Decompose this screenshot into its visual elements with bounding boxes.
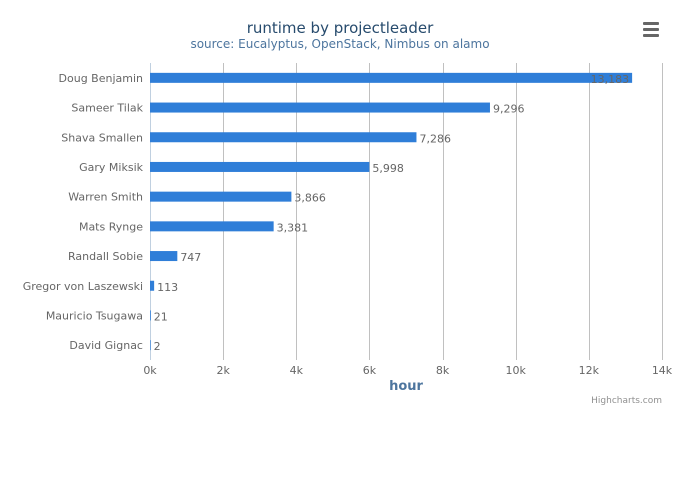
category-label: Shava Smallen [61,131,143,144]
x-tick-label: 12k [579,364,600,377]
data-labels: 13,183 9,296 7,286 5,998 3,866 3,381 747 113 21 2 [154,73,630,353]
category-labels: Doug Benjamin Sameer Tilak Shava Smallen Ga… [23,72,144,352]
data-label: 9,296 [493,103,525,116]
hamburger-menu-icon[interactable] [636,16,666,42]
data-label: 7,286 [419,132,451,145]
x-tick-label: 2k [216,364,230,377]
category-label: Sameer Tilak [71,102,143,115]
bar[interactable] [150,251,178,262]
category-label: Gary Miksik [79,161,143,174]
x-tick-label: 10k [506,364,527,377]
bar[interactable] [150,191,292,202]
category-label: Mats Rynge [79,220,143,233]
x-tick-label: 4k [290,364,304,377]
data-label: 21 [154,310,168,323]
credits-link[interactable]: Highcharts.com [591,396,662,406]
menu-line [643,33,659,37]
bar[interactable] [150,310,151,321]
data-label: 113 [157,281,178,294]
category-label: Mauricio Tsugawa [46,309,143,322]
category-label: Doug Benjamin [59,72,144,85]
x-tick-labels: 0k 2k 4k 6k 8k 10k 12k 14k [143,364,672,377]
menu-line [643,21,659,25]
bar[interactable] [150,72,633,83]
category-label: Gregor von Laszewski [23,280,143,293]
chart-subtitle: source: Eucalyptus, OpenStack, Nimbus on… [190,37,489,51]
bar[interactable] [150,280,155,291]
x-axis-title: hour [389,379,423,394]
data-label: 3,381 [277,221,309,234]
menu-line [643,27,659,31]
bar[interactable] [150,221,274,232]
x-tick-label: 14k [652,364,673,377]
data-label: 13,183 [591,73,630,86]
x-tick-label: 8k [436,364,450,377]
x-tick-label: 6k [363,364,377,377]
chart-title: runtime by projectleader [247,19,434,37]
x-tick-label: 0k [143,364,157,377]
bars [150,72,633,351]
data-label: 5,998 [372,162,404,175]
bar[interactable] [150,340,151,351]
bar[interactable] [150,102,490,113]
data-label: 3,866 [294,192,326,205]
bar[interactable] [150,132,417,143]
bar[interactable] [150,161,370,172]
category-label: David Gignac [69,339,143,352]
data-label: 747 [180,251,201,264]
category-label: Warren Smith [68,191,143,204]
data-label: 2 [154,340,161,353]
category-label: Randall Sobie [68,250,143,263]
